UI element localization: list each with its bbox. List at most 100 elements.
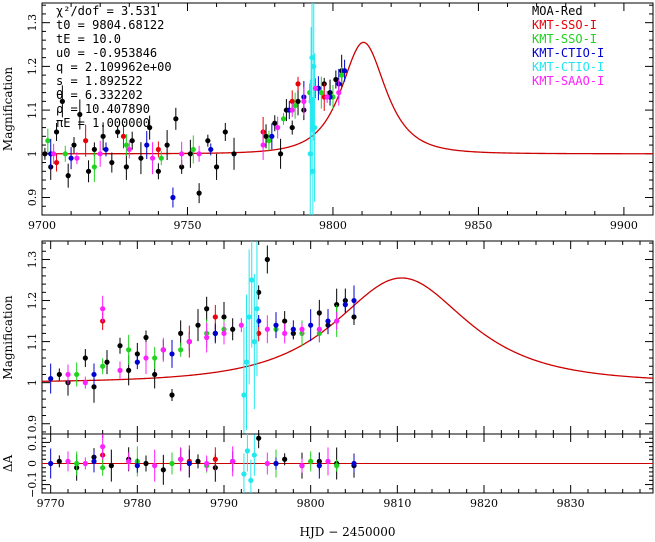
data-point (169, 460, 175, 467)
y-tick-label: 1 (26, 150, 39, 157)
data-point (324, 94, 330, 100)
data-point (134, 351, 140, 357)
data-point (222, 129, 228, 135)
data-point (269, 133, 275, 139)
data-point (295, 98, 301, 104)
data-point (109, 159, 115, 166)
data-point (289, 124, 295, 131)
data-point (103, 146, 109, 153)
plot-frame (41, 2, 654, 216)
data-point (221, 314, 227, 320)
series-kmt-saao-i (65, 295, 340, 389)
data-point (91, 164, 97, 170)
data-point (231, 151, 237, 157)
data-point (266, 138, 272, 144)
data-point (273, 460, 279, 467)
data-point (280, 116, 287, 122)
data-point (126, 458, 132, 464)
data-point (152, 463, 158, 469)
data-point (244, 448, 250, 454)
data-point (74, 371, 80, 378)
param-line: t0 = 9804.68122 (56, 18, 164, 32)
data-point (316, 326, 322, 332)
data-point (246, 314, 252, 320)
data-point (289, 98, 295, 104)
data-point (334, 463, 340, 469)
data-point (308, 322, 314, 328)
data-point (91, 371, 97, 378)
data-point (254, 306, 260, 312)
data-point (230, 458, 236, 464)
data-point (318, 90, 324, 96)
data-point (186, 339, 192, 345)
data-point (251, 339, 257, 345)
data-point (82, 460, 88, 467)
data-point (74, 155, 80, 161)
data-point (334, 318, 340, 324)
data-point (42, 151, 48, 157)
data-point (301, 98, 307, 104)
data-point (179, 151, 185, 157)
legend-entry: KMT-SSO-I (532, 32, 597, 46)
data-point (263, 133, 269, 139)
data-point (204, 306, 210, 312)
data-point (178, 456, 184, 462)
data-point (48, 460, 54, 467)
legend: MOA-RedKMT-SSO-IKMT-SSO-IKMT-CTIO-IKMT-C… (532, 4, 604, 88)
y-tick-label: 1.3 (26, 14, 39, 32)
data-point (212, 456, 218, 462)
data-point (289, 107, 295, 113)
data-point (334, 302, 340, 308)
y-tick-label: 0.9 (26, 415, 39, 433)
data-point (195, 322, 201, 328)
param-line: u0 = -0.953846 (56, 46, 157, 60)
data-point (77, 111, 83, 118)
data-point (126, 347, 132, 353)
data-point (53, 129, 60, 135)
param-line: ρ = 10.407890 (56, 102, 150, 116)
data-point (221, 330, 227, 336)
series-kmt-ctio-i (48, 59, 348, 208)
data-point (126, 146, 132, 153)
x-tick-label: 9830 (557, 497, 585, 510)
data-point (333, 76, 339, 83)
y-tick-label: 1 (26, 379, 39, 386)
data-point (295, 81, 301, 87)
data-point (308, 458, 314, 464)
data-point (152, 355, 158, 361)
x-tick-label: 9780 (123, 497, 151, 510)
data-point (169, 392, 175, 398)
data-point (351, 297, 357, 304)
param-line: tE = 10.0 (56, 32, 121, 46)
data-point (178, 347, 184, 353)
data-point (91, 146, 97, 153)
data-point (100, 363, 106, 369)
data-point (251, 452, 257, 458)
data-point (62, 151, 68, 157)
data-point (196, 151, 202, 157)
y-tick-label: 1.1 (26, 333, 39, 351)
data-point (316, 463, 322, 469)
param-line: q = 2.109962e+00 (56, 60, 172, 74)
data-point (277, 151, 284, 157)
data-point (272, 120, 278, 126)
series-moa-red (42, 54, 345, 204)
data-point (282, 318, 288, 324)
data-point (264, 256, 270, 263)
data-point (316, 310, 322, 316)
data-point (186, 460, 192, 467)
data-point (91, 458, 97, 464)
data-point (85, 168, 92, 174)
data-point (204, 334, 210, 341)
x-tick-label: 9900 (610, 219, 638, 232)
data-point (100, 306, 106, 312)
data-point (59, 98, 65, 104)
data-point (143, 460, 149, 467)
data-point (312, 85, 319, 91)
data-point (138, 155, 144, 161)
data-point (160, 467, 166, 473)
data-point (170, 194, 176, 201)
y-tick-label: 0.9 (26, 189, 39, 207)
data-point (178, 330, 184, 336)
